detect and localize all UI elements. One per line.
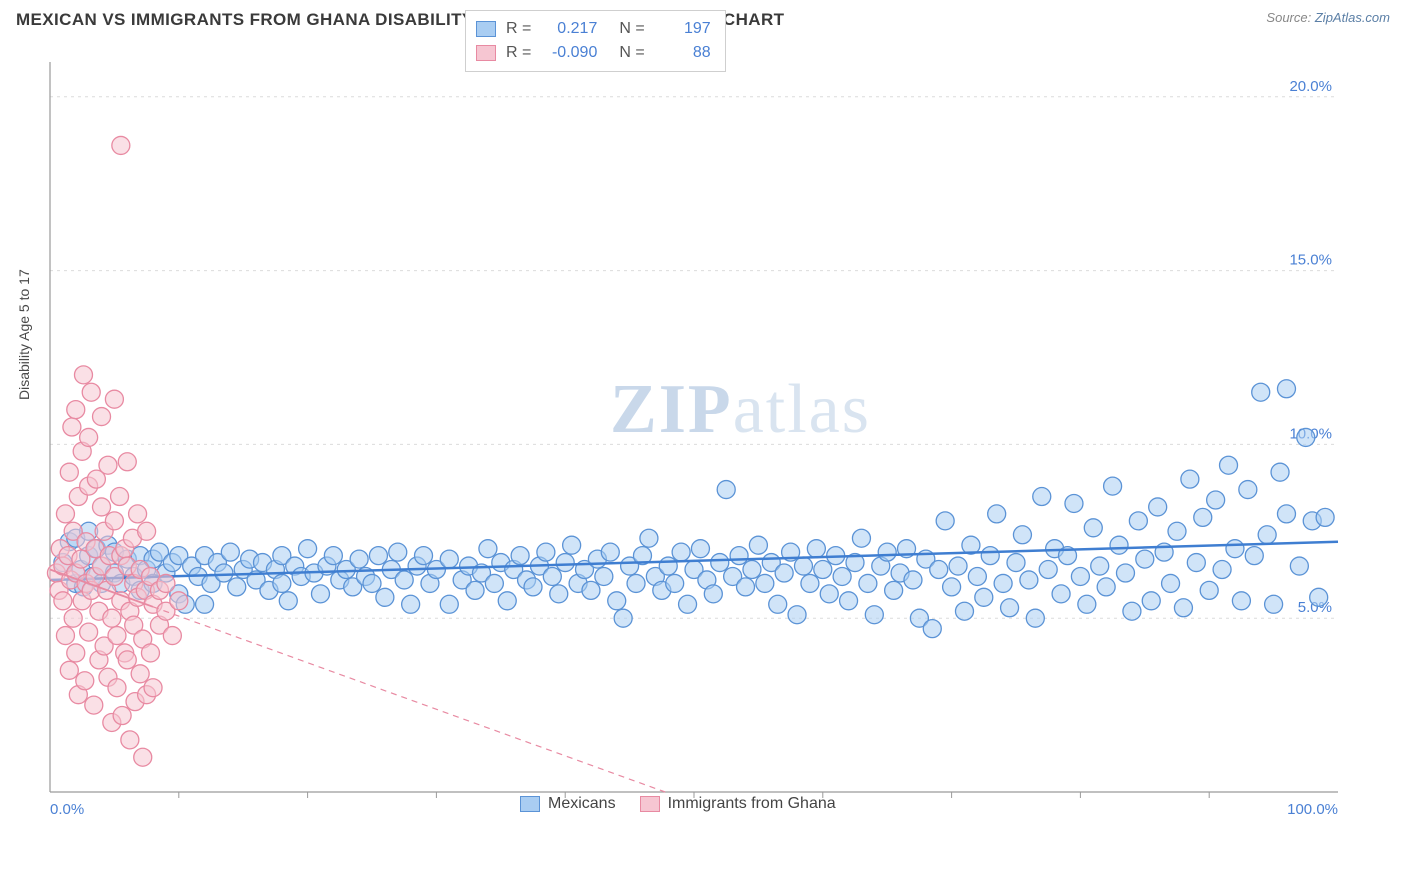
- svg-text:0.0%: 0.0%: [50, 801, 84, 818]
- r-label: R =: [506, 41, 531, 65]
- y-axis-label: Disability Age 5 to 17: [16, 269, 32, 400]
- r-label: R =: [506, 17, 531, 41]
- legend-label: Immigrants from Ghana: [668, 795, 836, 813]
- legend-label: Mexicans: [548, 795, 616, 813]
- n-value: 197: [655, 17, 711, 41]
- n-label: N =: [619, 41, 644, 65]
- correlation-row: R = -0.090 N = 88: [476, 41, 711, 65]
- svg-text:100.0%: 100.0%: [1287, 801, 1338, 818]
- r-value: -0.090: [541, 41, 597, 65]
- source-label: Source:: [1266, 10, 1311, 25]
- svg-text:20.0%: 20.0%: [1289, 78, 1332, 95]
- legend-item: Mexicans: [520, 795, 616, 813]
- correlation-row: R = 0.217 N = 197: [476, 17, 711, 41]
- n-label: N =: [619, 17, 644, 41]
- scatter-chart: 5.0%10.0%15.0%20.0%0.0%100.0%: [45, 52, 1345, 822]
- legend-swatch: [640, 796, 660, 812]
- source-link[interactable]: ZipAtlas.com: [1315, 10, 1390, 25]
- source: Source: ZipAtlas.com: [1266, 10, 1390, 25]
- legend-item: Immigrants from Ghana: [640, 795, 836, 813]
- correlation-legend: R = 0.217 N = 197 R = -0.090 N = 88: [465, 10, 726, 72]
- legend-swatch: [476, 45, 496, 61]
- svg-text:15.0%: 15.0%: [1289, 252, 1332, 269]
- chart-area: 5.0%10.0%15.0%20.0%0.0%100.0%: [45, 52, 1345, 822]
- r-value: 0.217: [541, 17, 597, 41]
- legend-swatch: [476, 21, 496, 37]
- n-value: 88: [655, 41, 711, 65]
- legend-swatch: [520, 796, 540, 812]
- series-legend: Mexicans Immigrants from Ghana: [520, 795, 836, 813]
